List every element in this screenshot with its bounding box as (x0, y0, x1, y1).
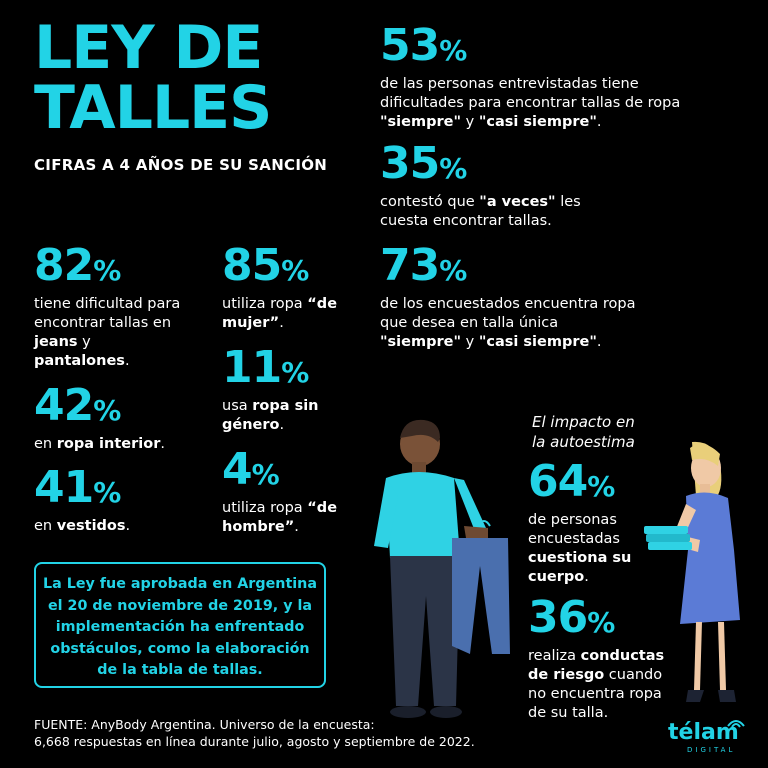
stat-53-text: de las personas entrevistadas tiene difi… (380, 76, 681, 130)
stat-4-value: 4% (222, 444, 280, 495)
stat-73-value: 73% (380, 240, 467, 291)
broadcast-signal-icon (727, 720, 745, 728)
stat-64: 64% de personas encuestadas cuestiona su… (528, 460, 658, 587)
stat-11-text: usa ropa sin género. (222, 398, 319, 433)
source-line-2: 6,668 respuestas en línea durante julio,… (34, 734, 475, 749)
stat-41: 41% en vestidos. (34, 466, 204, 536)
telam-digital-logo: télam DIGITAL (668, 716, 754, 756)
stat-82-text: tiene dificultad para encontrar tallas e… (34, 296, 181, 369)
stat-82: 82% tiene dificultad para encontrar tall… (34, 244, 184, 371)
stat-35-text: contestó que "a veces" les cuesta encont… (380, 194, 581, 229)
impact-label: El impacto en la autoestima (532, 413, 635, 451)
stat-35-value: 35% (380, 138, 467, 189)
stat-42-text: en ropa interior. (34, 436, 165, 452)
stat-36-text: realiza conductas de riesgo cuando no en… (528, 648, 665, 721)
stat-82-value: 82% (34, 240, 121, 291)
subtitle: CIFRAS A 4 AÑOS DE SU SANCIÓN (34, 156, 328, 174)
stat-36: 36% realiza conductas de riesgo cuando n… (528, 596, 678, 723)
stat-64-value: 64% (528, 456, 615, 507)
logo-wordmark: télam (668, 720, 739, 745)
main-title: LEY DE TALLES (34, 18, 354, 138)
stat-73: 73% de los encuestados encuentra ropa qu… (380, 244, 640, 352)
stat-11: 11% usa ropa sin género. (222, 346, 332, 435)
logo-subtitle: DIGITAL (687, 746, 736, 754)
law-info-box: La Ley fue aprobada en Argentina el 20 d… (34, 562, 326, 688)
stat-4: 4% utiliza ropa “de hombre”. (222, 448, 342, 537)
stat-36-value: 36% (528, 592, 615, 643)
stat-73-text: de los encuestados encuentra ropa que de… (380, 296, 636, 350)
stat-64-text: de personas encuestadas cuestiona su cue… (528, 512, 632, 585)
stat-42: 42% en ropa interior. (34, 384, 204, 454)
woman-holding-folded-clothes-illustration (644, 441, 740, 702)
stat-85-text: utiliza ropa “de mujer”. (222, 296, 338, 331)
source-footer: FUENTE: AnyBody Argentina. Universo de l… (34, 716, 504, 750)
stat-41-text: en vestidos. (34, 518, 131, 534)
stat-35: 35% contestó que "a veces" les cuesta en… (380, 142, 610, 231)
stat-53: 53% de las personas entrevistadas tiene … (380, 24, 700, 132)
stat-85: 85% utiliza ropa “de mujer”. (222, 244, 342, 333)
stat-11-value: 11% (222, 342, 309, 393)
source-line-1: FUENTE: AnyBody Argentina. Universo de l… (34, 717, 375, 732)
stat-4-text: utiliza ropa “de hombre”. (222, 500, 338, 535)
man-holding-jeans-illustration (374, 419, 510, 718)
title-line-1: LEY DE (34, 13, 263, 83)
stat-85-value: 85% (222, 240, 309, 291)
stat-42-value: 42% (34, 380, 121, 431)
stat-53-value: 53% (380, 20, 467, 71)
stat-41-value: 41% (34, 462, 121, 513)
title-line-2: TALLES (34, 73, 272, 143)
